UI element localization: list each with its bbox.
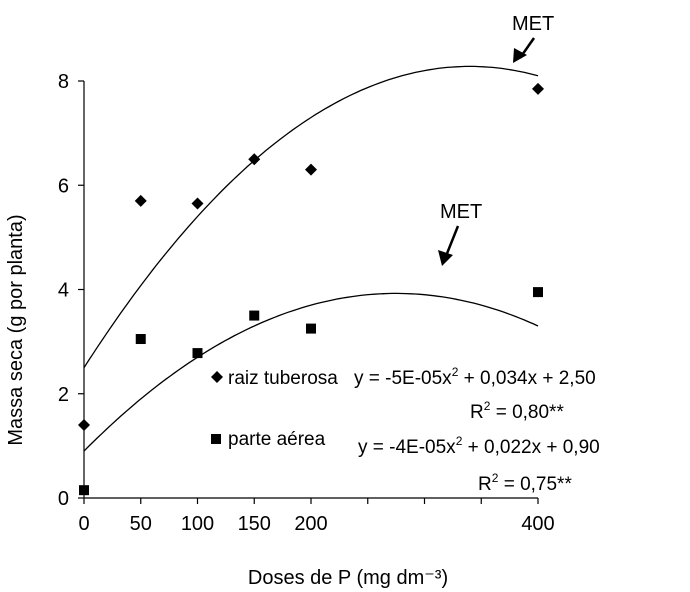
y-tick-label: 6 <box>58 175 69 197</box>
x-tick-label: 200 <box>294 513 327 535</box>
data-points <box>78 82 544 496</box>
x-tick-label: 100 <box>181 513 214 535</box>
legend-square-marker <box>211 434 221 444</box>
legend: raiz tuberosa parte aérea <box>211 368 338 450</box>
fit-curve-parte <box>83 292 539 452</box>
x-axis-label: Doses de P (mg dm⁻³) <box>248 567 448 589</box>
x-tick-label: 150 <box>238 513 271 535</box>
point-parte <box>249 310 260 321</box>
x-tick-label: 400 <box>521 513 554 535</box>
met-label-raiz: MET <box>512 13 554 35</box>
y-tick-label: 8 <box>58 71 69 93</box>
y-tick-label: 4 <box>58 280 69 302</box>
met-label-parte: MET <box>440 201 482 223</box>
x-tick-label: 50 <box>130 513 152 535</box>
arrow-parte <box>438 225 460 266</box>
point-raiz <box>248 153 261 166</box>
legend-diamond-marker <box>211 371 223 383</box>
point-raiz <box>191 197 204 210</box>
r2-raiz: R2 = 0,80** <box>470 399 564 423</box>
y-tick-label: 0 <box>58 488 69 510</box>
y-axis-label: Massa seca (g por planta) <box>5 214 27 445</box>
equation-parte: y = -4E-05x2 + 0,022x + 0,90 <box>358 434 600 458</box>
x-tick-label: 0 <box>78 513 89 535</box>
point-parte <box>192 348 203 359</box>
y-tick-label: 2 <box>58 384 69 406</box>
point-parte <box>135 334 146 345</box>
y-ticks: 0 2 4 6 8 <box>58 71 84 510</box>
point-raiz <box>532 82 544 95</box>
arrow-raiz <box>513 37 536 63</box>
point-parte <box>533 287 543 298</box>
x-ticks: 0 50 100 150 200 400 <box>78 498 555 535</box>
equation-raiz: y = -5E-05x2 + 0,034x + 2,50 <box>354 365 596 389</box>
point-raiz <box>134 194 147 207</box>
point-raiz <box>78 419 90 432</box>
fit-curves <box>83 65 539 452</box>
fit-curve-raiz <box>83 65 539 369</box>
point-raiz <box>305 163 317 176</box>
point-parte <box>306 323 316 334</box>
r2-parte: R2 = 0,75** <box>478 471 572 495</box>
point-parte <box>79 485 89 496</box>
legend-label-raiz: raiz tuberosa <box>228 368 338 389</box>
legend-label-parte: parte aérea <box>228 429 326 450</box>
